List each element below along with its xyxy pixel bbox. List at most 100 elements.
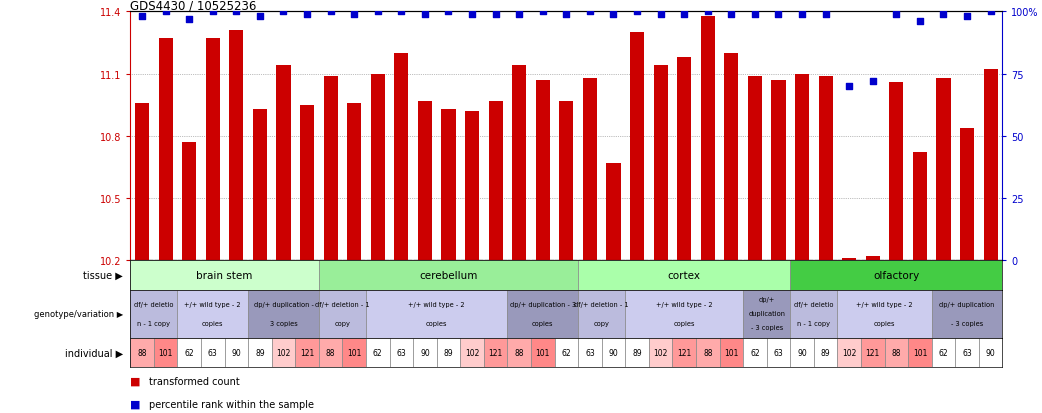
- Text: 88: 88: [326, 348, 336, 357]
- Bar: [130, 338, 154, 368]
- Text: +/+ wild type - 2: +/+ wild type - 2: [184, 301, 241, 308]
- Text: 101: 101: [536, 348, 550, 357]
- Bar: [437, 338, 461, 368]
- Point: [228, 9, 245, 16]
- Bar: [158, 39, 173, 261]
- FancyBboxPatch shape: [508, 261, 530, 282]
- FancyBboxPatch shape: [744, 261, 766, 282]
- Text: copies: copies: [874, 320, 895, 327]
- Bar: [932, 338, 956, 368]
- Bar: [748, 76, 762, 261]
- FancyBboxPatch shape: [791, 261, 813, 282]
- Text: df/+ deletio: df/+ deletio: [794, 301, 834, 308]
- Point: [676, 12, 693, 18]
- Bar: [418, 101, 432, 261]
- Bar: [743, 290, 790, 338]
- Point: [959, 14, 975, 21]
- Bar: [866, 256, 879, 261]
- FancyBboxPatch shape: [249, 261, 271, 282]
- Bar: [177, 338, 201, 368]
- Text: 102: 102: [465, 348, 479, 357]
- Text: 63: 63: [585, 348, 595, 357]
- FancyBboxPatch shape: [956, 261, 978, 282]
- Bar: [300, 105, 314, 261]
- Bar: [489, 101, 502, 261]
- Bar: [956, 338, 978, 368]
- Text: 62: 62: [562, 348, 571, 357]
- Point: [133, 14, 150, 21]
- Bar: [347, 103, 362, 261]
- Bar: [366, 338, 390, 368]
- FancyBboxPatch shape: [225, 261, 247, 282]
- Point: [605, 12, 622, 18]
- Bar: [984, 70, 997, 261]
- Point: [746, 12, 763, 18]
- Text: df/+ deletio: df/+ deletio: [134, 301, 174, 308]
- Bar: [653, 66, 668, 261]
- Point: [535, 9, 551, 16]
- Text: 88: 88: [515, 348, 524, 357]
- FancyBboxPatch shape: [343, 261, 366, 282]
- Bar: [323, 76, 338, 261]
- Bar: [229, 31, 244, 261]
- FancyBboxPatch shape: [320, 261, 342, 282]
- Text: 90: 90: [231, 348, 241, 357]
- Text: 121: 121: [866, 348, 879, 357]
- Text: 88: 88: [138, 348, 147, 357]
- FancyBboxPatch shape: [461, 261, 483, 282]
- Bar: [461, 338, 483, 368]
- Bar: [343, 338, 366, 368]
- Text: 88: 88: [892, 348, 901, 357]
- FancyBboxPatch shape: [438, 261, 460, 282]
- Bar: [276, 66, 291, 261]
- Text: 121: 121: [677, 348, 691, 357]
- Bar: [724, 54, 739, 261]
- Point: [912, 19, 928, 26]
- Bar: [578, 261, 790, 290]
- Point: [652, 12, 669, 18]
- Bar: [578, 338, 601, 368]
- Text: 121: 121: [489, 348, 502, 357]
- Bar: [630, 33, 644, 261]
- Bar: [795, 74, 810, 261]
- Bar: [838, 338, 861, 368]
- Bar: [767, 338, 790, 368]
- FancyBboxPatch shape: [178, 261, 200, 282]
- FancyBboxPatch shape: [602, 261, 624, 282]
- Text: 89: 89: [821, 348, 830, 357]
- Bar: [771, 81, 786, 261]
- Text: dp/+: dp/+: [759, 296, 775, 302]
- Bar: [625, 338, 649, 368]
- Text: +/+ wild type - 2: +/+ wild type - 2: [857, 301, 913, 308]
- Bar: [531, 338, 554, 368]
- FancyBboxPatch shape: [578, 261, 601, 282]
- Text: 121: 121: [300, 348, 314, 357]
- Bar: [560, 101, 573, 261]
- Bar: [696, 338, 720, 368]
- Text: 89: 89: [632, 348, 642, 357]
- Point: [322, 9, 339, 16]
- FancyBboxPatch shape: [886, 261, 908, 282]
- Bar: [319, 290, 366, 338]
- Text: copies: copies: [532, 320, 553, 327]
- Text: 89: 89: [444, 348, 453, 357]
- Point: [299, 12, 316, 18]
- FancyBboxPatch shape: [838, 261, 861, 282]
- Point: [181, 17, 198, 23]
- Bar: [224, 338, 248, 368]
- Text: copies: copies: [673, 320, 695, 327]
- FancyBboxPatch shape: [767, 261, 790, 282]
- Bar: [814, 338, 838, 368]
- FancyBboxPatch shape: [815, 261, 837, 282]
- Text: 63: 63: [207, 348, 218, 357]
- Point: [251, 14, 268, 21]
- Bar: [394, 54, 408, 261]
- FancyBboxPatch shape: [979, 261, 1001, 282]
- FancyBboxPatch shape: [673, 261, 695, 282]
- Text: ■: ■: [130, 399, 144, 408]
- Point: [370, 9, 387, 16]
- Bar: [838, 290, 932, 338]
- FancyBboxPatch shape: [414, 261, 436, 282]
- Text: 102: 102: [653, 348, 668, 357]
- Text: dp/+ duplication -: dp/+ duplication -: [253, 301, 314, 308]
